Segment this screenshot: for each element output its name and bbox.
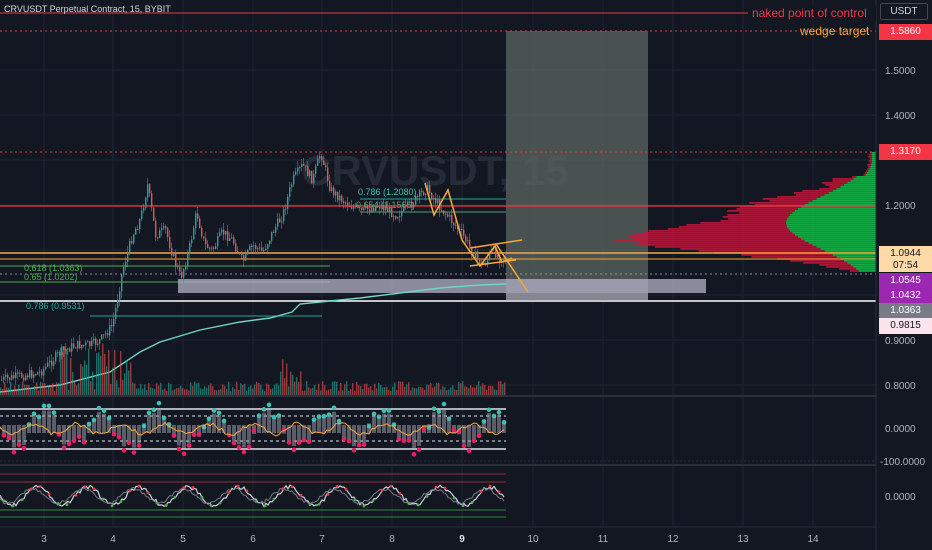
- svg-text:0.9000: 0.9000: [885, 336, 916, 347]
- svg-text:7: 7: [319, 534, 325, 545]
- price-tag-10363: 1.0363: [879, 303, 932, 319]
- wedge-target-label: wedge target: [799, 24, 870, 38]
- fib-0618-label: 0.618 (1.0363): [24, 263, 83, 273]
- candle-countdown: 07:54: [879, 259, 932, 272]
- svg-text:13: 13: [737, 534, 749, 545]
- price-tag-1586: 1.5860: [879, 24, 932, 40]
- price-tag-1317: 1.3170: [879, 144, 932, 160]
- target-projection-box: [506, 31, 648, 301]
- svg-text:4: 4: [110, 534, 116, 545]
- price-tag-current: 1.0944: [879, 246, 932, 262]
- price-tag-09815: 0.9815: [879, 318, 932, 334]
- svg-text:1.2000: 1.2000: [885, 201, 916, 212]
- svg-text:1.4000: 1.4000: [885, 111, 916, 122]
- svg-text:8: 8: [389, 534, 395, 545]
- naked-poc-label: naked point of control: [752, 6, 867, 20]
- oscillator-pane-2: [0, 473, 506, 518]
- svg-text:0.0000: 0.0000: [885, 492, 916, 503]
- grid: [0, 0, 876, 527]
- svg-text:0.0000: 0.0000: [885, 424, 916, 435]
- oscillator-pane-1: [0, 400, 876, 462]
- svg-text:9: 9: [459, 534, 465, 545]
- candles: [1, 151, 507, 385]
- svg-text:12: 12: [667, 534, 679, 545]
- svg-text:3: 3: [41, 534, 47, 545]
- fib-0786-label: 0.786 (1.2080): [358, 187, 417, 197]
- chart-title: CRVUSDT Perpetual Contract, 15, BYBIT: [4, 4, 171, 14]
- volume-bars: [0, 343, 506, 395]
- svg-text:10: 10: [527, 534, 539, 545]
- price-tag-10432: 1.0432: [879, 288, 932, 304]
- support-zone-ext: [506, 293, 648, 301]
- support-zone: [178, 279, 706, 293]
- svg-text:5: 5: [180, 534, 186, 545]
- volume-profile: [614, 152, 876, 272]
- fib-0786-bottom-label: 0.786 (0.9531): [26, 301, 85, 311]
- time-axis[interactable]: 3 4 5 6 7 8 9 10 11 12 13 14: [41, 534, 819, 545]
- price-tag-10545: 1.0545: [879, 273, 932, 289]
- svg-text:11: 11: [598, 534, 609, 545]
- price-axis-ticks: 1.5000 1.4000 1.2000 0.9000 0.8000 0.000…: [880, 66, 925, 503]
- svg-text:1.5000: 1.5000: [885, 66, 916, 77]
- svg-text:0.8000: 0.8000: [885, 381, 916, 392]
- svg-text:6: 6: [250, 534, 256, 545]
- fib-065-label: 0.65 (1.0202): [24, 272, 78, 282]
- currency-button[interactable]: USDT: [880, 3, 928, 20]
- svg-text:14: 14: [807, 534, 819, 545]
- moving-average-line: [0, 283, 507, 393]
- svg-text:-100.0000: -100.0000: [880, 457, 925, 468]
- wedge-pattern: [424, 182, 529, 293]
